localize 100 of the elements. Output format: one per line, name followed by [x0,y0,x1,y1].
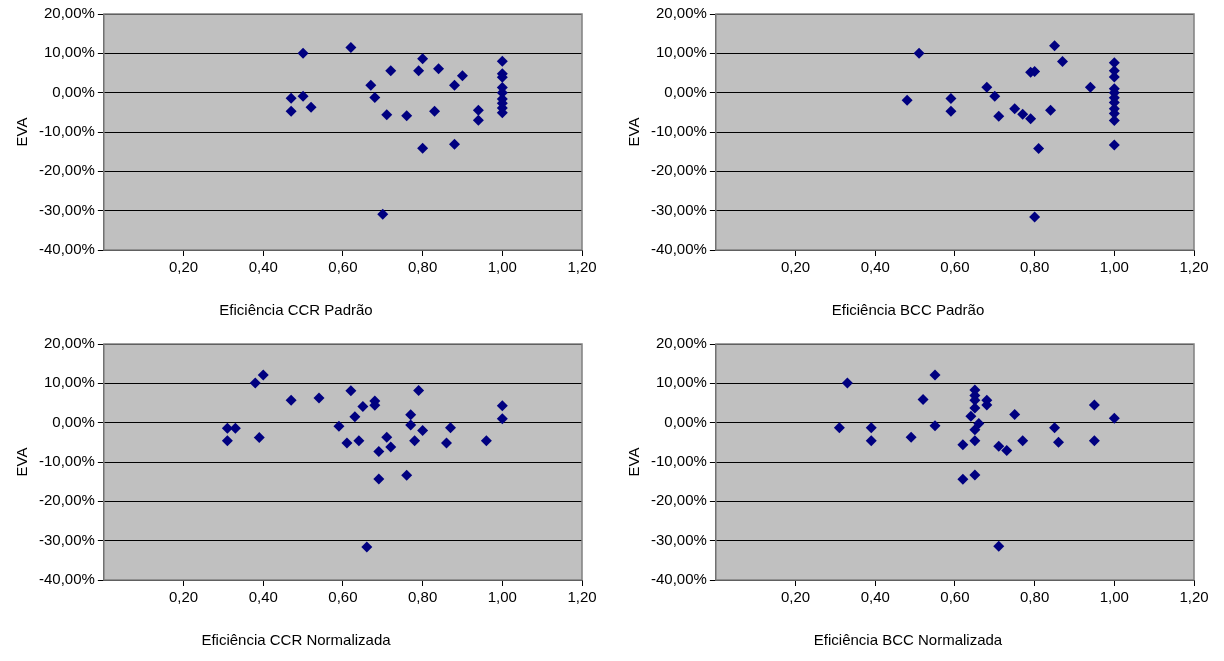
point [929,420,941,432]
point [417,142,429,154]
x-axis-title: Eficiência BCC Normalizada [813,631,1003,649]
point [369,91,381,103]
y-tick-label: 20,00% [43,4,95,22]
point [957,473,969,485]
point [1088,399,1100,411]
point [496,55,508,67]
point [993,540,1005,552]
x-tick-label: 0,80 [1020,588,1050,606]
point [433,63,445,75]
point [865,435,877,447]
y-tick-label: 10,00% [43,373,95,391]
point [945,105,957,117]
y-tick-label: -20,00% [38,491,95,509]
y-tick-label: -20,00% [38,161,95,179]
point [1033,143,1045,155]
point [1084,81,1096,93]
point [385,441,397,453]
point [1057,56,1069,68]
y-tick-label: -30,00% [650,530,707,548]
point [833,422,845,434]
point [345,41,357,53]
point [1017,435,1029,447]
y-tick-label: -40,00% [650,240,707,258]
x-tick-label: 1,00 [487,588,517,606]
y-axis-title: EVA [13,117,31,147]
point [385,65,397,77]
x-tick-label: 0,20 [168,258,199,276]
y-tick-label: 0,00% [664,82,707,100]
point [373,473,385,485]
x-tick-label: 0,80 [408,258,438,276]
point [221,435,233,447]
point [445,422,457,434]
y-tick-label: -40,00% [650,570,707,588]
point [365,79,377,91]
point [257,369,269,381]
point [353,435,365,447]
y-tick-label: 10,00% [655,43,707,61]
point [1017,108,1029,120]
point [973,417,985,429]
x-tick-label: 1,00 [1099,588,1129,606]
point [449,138,460,150]
point [957,439,969,451]
y-tick-label: -10,00% [650,452,707,470]
point [1025,113,1037,125]
point [381,109,393,121]
point [993,440,1005,452]
point [1049,40,1061,52]
point [413,384,425,396]
point [496,413,508,425]
y-tick-label: 10,00% [655,373,707,391]
point [401,110,413,122]
point [917,393,929,405]
point [409,435,421,447]
point [841,377,853,389]
point [1049,422,1061,434]
x-tick-label: 1,20 [567,588,597,606]
point [429,105,441,117]
point [417,53,429,65]
x-tick-label: 0,40 [860,588,890,606]
y-tick-label: 10,00% [43,43,95,61]
point [249,377,261,389]
point [969,424,981,436]
point [349,411,361,423]
point [405,409,417,421]
point [965,410,977,422]
point [297,47,309,59]
point [285,105,297,117]
x-tick-label: 1,20 [567,258,597,276]
y-tick-label: 0,00% [664,412,707,430]
y-tick-label: -20,00% [650,161,707,179]
point [945,93,957,105]
point [333,420,345,432]
point [413,65,425,77]
x-tick-label: 0,20 [780,258,811,276]
point [381,431,393,443]
x-tick-label: 0,20 [168,588,199,606]
x-tick-label: 0,60 [328,588,358,606]
y-axis-title: EVA [625,447,643,477]
point [1045,104,1057,116]
y-axis-title: EVA [625,117,643,147]
x-tick-label: 0,40 [248,588,278,606]
y-tick-label: -10,00% [650,122,707,140]
point [865,422,877,434]
point [1029,211,1041,223]
y-tick-label: -20,00% [650,491,707,509]
point [285,394,297,406]
point [401,469,413,481]
point [1108,412,1120,424]
point [969,435,981,447]
x-tick-label: 1,20 [1179,588,1209,606]
point [417,425,429,437]
point [313,392,325,404]
x-tick-label: 0,80 [408,588,438,606]
point [1009,408,1021,420]
y-tick-label: 20,00% [43,334,95,352]
y-tick-label: -40,00% [38,570,95,588]
point [456,70,468,82]
point [345,385,357,397]
